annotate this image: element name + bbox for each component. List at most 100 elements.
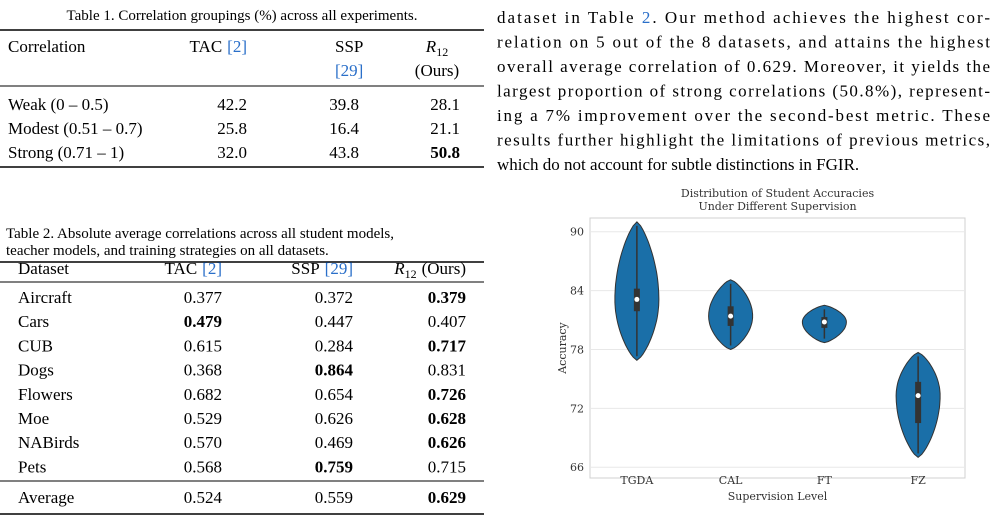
table-cell: 0.726 — [428, 385, 466, 404]
row-label: Weak (0 – 0.5) — [8, 95, 109, 114]
column-header: R12 (Ours) — [393, 259, 466, 281]
paragraph-line: ing a 7% improvement over the second-bes… — [497, 106, 990, 125]
paragraph-line: dataset in Table 2. Our method achieves … — [497, 8, 990, 27]
table-cell: 0.368 — [184, 361, 222, 380]
x-tick-label: FT — [817, 474, 833, 487]
x-axis-label: Supervision Level — [728, 490, 828, 503]
header-name: TAC — [165, 259, 198, 278]
table-cell: 0.831 — [428, 361, 466, 380]
table-cell: 42.2 — [217, 95, 247, 114]
violin-median — [634, 296, 640, 302]
column-header-note: (Ours) — [422, 259, 466, 278]
table-cell: 28.1 — [430, 95, 460, 114]
row-label: Pets — [18, 457, 46, 476]
table-cell: 0.654 — [315, 385, 354, 404]
paragraph-line: relation on 5 out of the 8 datasets, and… — [497, 33, 990, 52]
table-cell: 0.379 — [428, 288, 466, 307]
header-name: TAC — [190, 37, 223, 56]
column-header: SSP [29] — [291, 259, 353, 278]
table-cell: 0.615 — [184, 336, 222, 355]
metric-symbol: R — [393, 259, 405, 278]
row-label: CUB — [18, 336, 53, 355]
table-cell: 16.4 — [329, 119, 359, 138]
plot-area — [589, 217, 966, 479]
table-cell: 0.377 — [184, 288, 223, 307]
table-cell: 0.570 — [184, 433, 222, 452]
table-cell: 0.628 — [428, 409, 466, 428]
violin-box — [915, 381, 922, 424]
table-cell: 0.626 — [428, 433, 466, 452]
table-cell: 0.284 — [315, 336, 354, 355]
row-label: Average — [18, 488, 74, 507]
y-tick-label: 90 — [570, 226, 584, 239]
citation-link: [2] — [227, 37, 247, 56]
table-link: 2 — [642, 8, 651, 27]
table-cell: 43.8 — [329, 143, 359, 162]
table-cell: 0.469 — [315, 433, 353, 452]
table-caption: Table 1. Correlation groupings (%) acros… — [67, 8, 418, 24]
table-cell: 0.568 — [184, 457, 222, 476]
paragraph-line: overall average correlation of 0.629. Mo… — [497, 57, 990, 76]
column-header-note: (Ours) — [415, 61, 459, 80]
metric-symbol: R — [425, 37, 437, 56]
table-cell: 50.8 — [430, 143, 460, 162]
column-header: Dataset — [18, 259, 69, 278]
table-cell: 0.717 — [428, 336, 467, 355]
table-cell: 21.1 — [430, 119, 460, 138]
y-tick-label: 66 — [570, 461, 584, 474]
table-cell: 0.559 — [315, 488, 353, 507]
violin-median — [728, 313, 734, 319]
metric-subscript: 12 — [405, 267, 417, 281]
column-header: TAC [2] — [165, 259, 222, 278]
row-label: Strong (0.71 – 1) — [8, 143, 124, 162]
table-cell: 0.479 — [184, 312, 222, 331]
row-label: Cars — [18, 312, 49, 331]
table-cell: 0.524 — [184, 488, 223, 507]
row-label: Modest (0.51 – 0.7) — [8, 119, 143, 138]
text-span: dataset in Table — [497, 8, 640, 27]
table-cell: 0.629 — [428, 488, 466, 507]
y-axis-label: Accuracy — [556, 321, 569, 374]
chart-title: Distribution of Student Accuracies — [681, 187, 875, 200]
table-cell: 0.626 — [315, 409, 353, 428]
column-header: TAC [2] — [190, 37, 247, 56]
citation-link: [2] — [202, 259, 222, 278]
table-cell: 25.8 — [217, 119, 247, 138]
table-cell: 0.759 — [315, 457, 353, 476]
header-name: SSP — [291, 259, 319, 278]
table-cell: 0.864 — [315, 361, 354, 380]
metric-subscript: 12 — [436, 45, 448, 59]
paragraph-line: results further highlight the limitation… — [497, 131, 990, 150]
citation-link: [29] — [325, 259, 353, 278]
table-cell: 39.8 — [329, 95, 359, 114]
column-header: SSP — [335, 37, 363, 56]
table-cell: 0.407 — [428, 312, 467, 331]
column-header: R12 — [425, 37, 448, 59]
row-label: Flowers — [18, 385, 73, 404]
table-cell: 0.372 — [315, 288, 353, 307]
table-caption: teacher models, and training strategies … — [6, 243, 329, 259]
paragraph-line: which do not account for subtle distinct… — [497, 155, 859, 174]
row-label: Dogs — [18, 361, 54, 380]
row-label: Aircraft — [18, 288, 72, 307]
y-tick-label: 72 — [570, 402, 584, 415]
table-cell: 0.715 — [428, 457, 466, 476]
row-label: Moe — [18, 409, 49, 428]
x-tick-label: TGDA — [620, 474, 654, 487]
table-caption: Table 2. Absolute average correlations a… — [6, 226, 394, 242]
row-label: NABirds — [18, 433, 79, 452]
table-cell: 0.447 — [315, 312, 354, 331]
violin-median — [821, 319, 827, 325]
y-tick-label: 84 — [570, 285, 584, 298]
y-tick-label: 78 — [570, 343, 584, 356]
x-tick-label: CAL — [719, 474, 743, 487]
x-tick-label: FZ — [910, 474, 926, 487]
paragraph-line: largest proportion of strong correlation… — [497, 82, 990, 101]
table-cell: 0.682 — [184, 385, 222, 404]
text-span: . Our method achieves the highest cor- — [652, 8, 990, 27]
table-cell: 0.529 — [184, 409, 222, 428]
violin-median — [915, 393, 921, 399]
citation-link: [29] — [335, 61, 363, 80]
